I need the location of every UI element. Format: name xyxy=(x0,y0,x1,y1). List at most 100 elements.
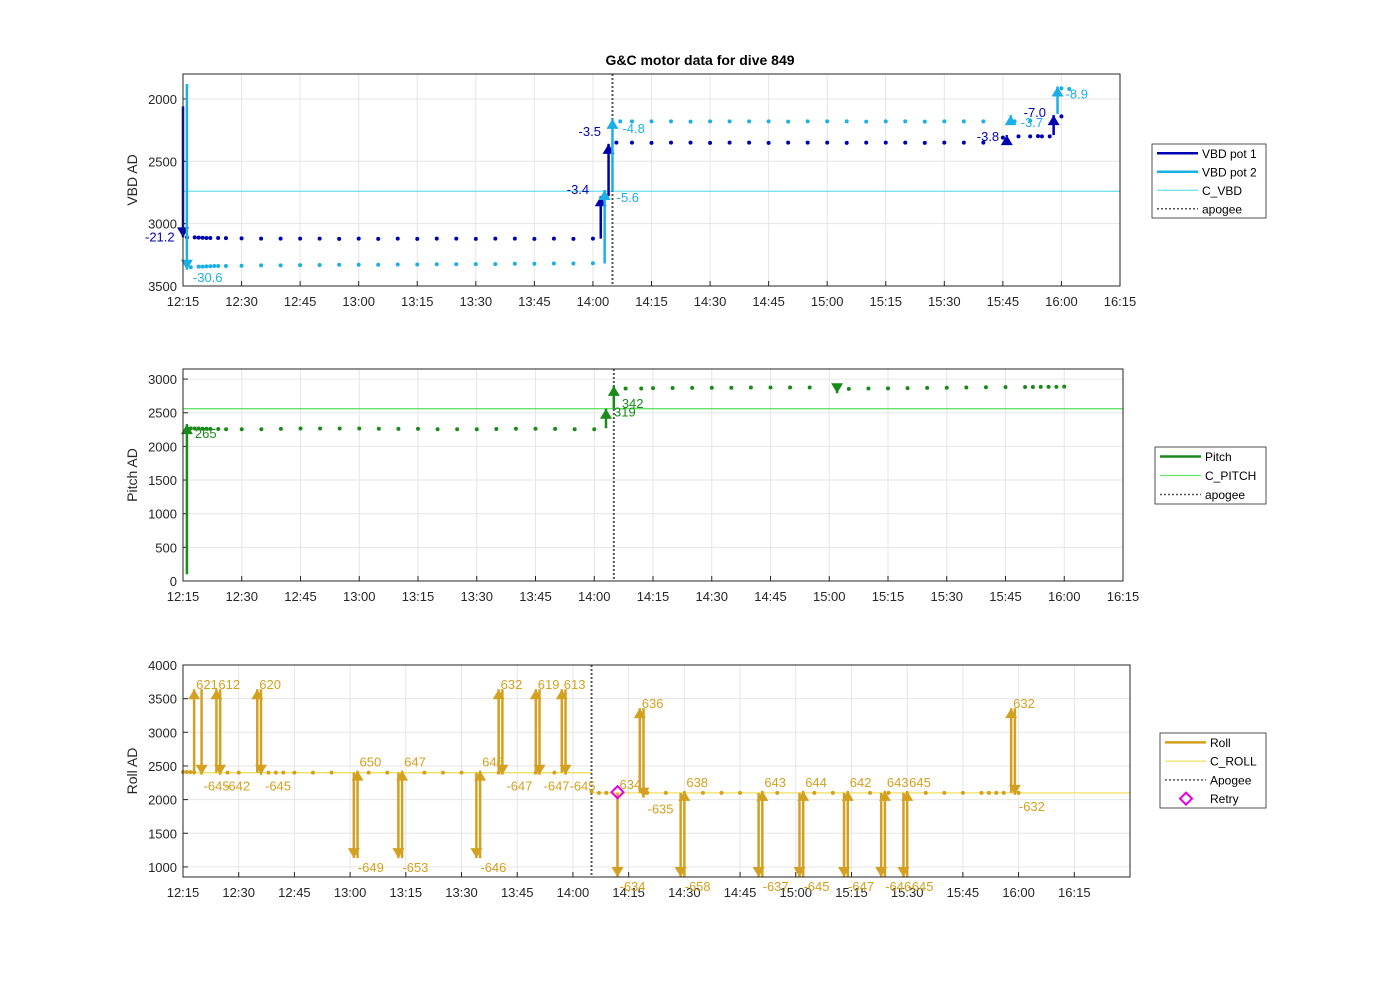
data-point xyxy=(688,140,693,145)
data-point xyxy=(903,140,908,145)
x-tick-label: 13:00 xyxy=(342,294,375,309)
data-point xyxy=(376,426,381,431)
move-label: -646 xyxy=(480,860,506,875)
data-point xyxy=(964,385,969,390)
data-point xyxy=(738,790,743,795)
data-point xyxy=(532,261,537,266)
motor-move-arrowhead xyxy=(396,770,409,781)
data-point xyxy=(590,261,595,266)
data-point xyxy=(266,770,271,775)
data-point xyxy=(337,236,342,241)
y-tick-label: 2500 xyxy=(148,154,177,169)
move-label: 613 xyxy=(564,677,586,692)
y-tick-label: 0 xyxy=(170,574,177,589)
data-point xyxy=(239,236,244,241)
data-point xyxy=(512,236,517,241)
data-point xyxy=(868,790,873,795)
move-label: 645 xyxy=(909,775,931,790)
data-point xyxy=(533,426,538,431)
legend-swatch xyxy=(1178,791,1194,807)
data-point xyxy=(766,140,771,145)
data-point xyxy=(474,427,479,432)
legend-label: apogee xyxy=(1205,488,1245,502)
data-point xyxy=(459,770,464,775)
data-point xyxy=(604,790,609,795)
data-point xyxy=(212,264,217,269)
data-point xyxy=(223,236,228,241)
data-point xyxy=(786,140,791,145)
y-tick-label: 4000 xyxy=(148,658,177,673)
data-point xyxy=(493,262,498,267)
motor-move-arrowhead xyxy=(598,189,611,200)
data-point xyxy=(337,426,342,431)
data-point xyxy=(208,235,213,240)
data-point xyxy=(942,119,947,124)
move-label: -3.7 xyxy=(1021,115,1043,130)
x-tick-label: 13:15 xyxy=(402,589,435,604)
data-point xyxy=(690,385,695,390)
data-point xyxy=(786,119,791,124)
data-point xyxy=(883,140,888,145)
motor-move-arrowhead xyxy=(678,790,691,801)
data-point xyxy=(592,427,597,432)
data-point xyxy=(639,386,644,391)
data-point xyxy=(188,265,193,270)
x-tick-label: 13:00 xyxy=(343,589,376,604)
motor-move-arrowhead xyxy=(611,867,624,877)
x-tick-label: 14:45 xyxy=(752,294,785,309)
move-label: -3.4 xyxy=(567,182,589,197)
x-tick-label: 15:45 xyxy=(947,885,980,900)
data-point xyxy=(216,427,221,432)
move-label: -30.6 xyxy=(193,270,223,285)
x-tick-label: 12:45 xyxy=(278,885,311,900)
data-point xyxy=(318,426,323,431)
data-point xyxy=(768,385,773,390)
data-point xyxy=(1054,384,1059,389)
data-point xyxy=(551,261,556,266)
move-label: 643 xyxy=(887,775,909,790)
x-tick-label: 15:15 xyxy=(872,589,905,604)
data-point xyxy=(310,770,315,775)
data-point xyxy=(204,264,209,269)
x-tick-label: 14:15 xyxy=(637,589,670,604)
y-tick-label: 2000 xyxy=(148,92,177,107)
data-point xyxy=(864,140,869,145)
data-point xyxy=(225,770,230,775)
legend-box xyxy=(1151,143,1267,219)
axes-vbd: 12:15 12:30 12:45 13:00 13:15 13:30 13:45 14:00… xyxy=(124,73,1136,309)
data-point xyxy=(1047,134,1052,139)
data-point xyxy=(589,789,594,794)
motor-move-arrowhead xyxy=(901,790,914,801)
data-point xyxy=(590,236,595,241)
data-point xyxy=(614,140,619,145)
data-point xyxy=(708,140,713,145)
motor-move-arrowhead xyxy=(637,787,650,798)
data-point xyxy=(532,236,537,241)
motor-move-arrowhead xyxy=(533,764,546,775)
data-point xyxy=(236,770,241,775)
legend-label: VBD pot 1 xyxy=(1202,147,1257,161)
y-tick-label: 2500 xyxy=(148,406,177,421)
data-point xyxy=(1016,134,1021,139)
data-point xyxy=(663,790,668,795)
x-tick-label: 14:30 xyxy=(694,294,727,309)
move-label: 636 xyxy=(642,696,664,711)
move-label: -653 xyxy=(402,860,428,875)
data-point xyxy=(844,140,849,145)
data-point xyxy=(923,790,928,795)
x-tick-label: 12:30 xyxy=(225,589,258,604)
data-point xyxy=(216,264,221,269)
x-tick-label: 14:15 xyxy=(612,885,645,900)
data-point xyxy=(986,790,991,795)
data-point xyxy=(415,236,420,241)
data-point xyxy=(727,119,732,124)
data-point xyxy=(805,119,810,124)
move-label: -637 xyxy=(763,879,789,894)
x-tick-label: 16:00 xyxy=(1045,294,1078,309)
data-point xyxy=(278,236,283,241)
x-tick-label: 13:45 xyxy=(519,589,552,604)
data-point xyxy=(376,236,381,241)
x-tick-label: 16:00 xyxy=(1048,589,1081,604)
data-point xyxy=(329,770,334,775)
